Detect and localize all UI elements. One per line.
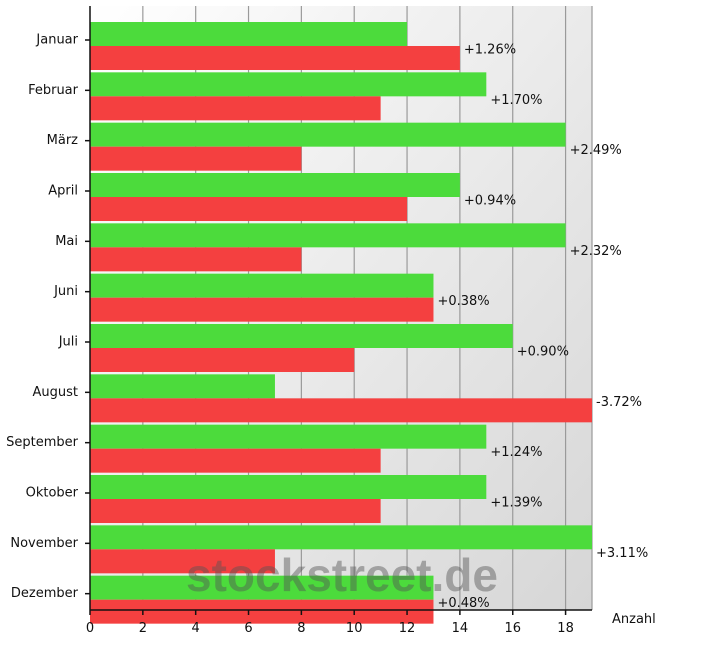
x-axis-label: Anzahl <box>612 612 656 627</box>
x-tick-label: 18 <box>557 621 574 636</box>
annotation-label: +1.26% <box>464 43 516 58</box>
category-label: März <box>47 133 79 148</box>
category-label: November <box>10 536 78 551</box>
bar-oktober-2 <box>90 499 381 523</box>
bar-januar-2 <box>90 46 460 70</box>
x-tick-label: 14 <box>452 621 469 636</box>
annotation-label: +1.39% <box>490 496 542 511</box>
axes: Januar Februar März April Mai Juni Juli August S… <box>6 6 656 636</box>
x-tick-label: 16 <box>504 621 521 636</box>
bar-dezember-1 <box>90 575 434 600</box>
bar-april-1 <box>90 173 460 197</box>
bars <box>90 22 592 624</box>
category-label: Juli <box>58 335 78 350</box>
x-tick-label: 6 <box>244 621 252 636</box>
bar-juli-2 <box>90 348 355 372</box>
bar-november-1 <box>90 525 592 550</box>
x-tick-label: 0 <box>86 621 94 636</box>
x-tick-label: 2 <box>139 621 147 636</box>
category-label: Januar <box>35 33 78 48</box>
annotation-label: +0.94% <box>464 194 516 209</box>
bar-september-2 <box>90 448 381 473</box>
category-label: Mai <box>55 234 78 249</box>
x-tick-label: 10 <box>346 621 363 636</box>
bar-august-2 <box>90 398 592 423</box>
bar-juni-2 <box>90 297 434 322</box>
annotations: +1.26% +1.70% +2.49% +0.94% +2.32% +0.38% +0.9… <box>437 43 648 612</box>
bar-dezember-2 <box>90 599 434 624</box>
annotation-label: +3.11% <box>596 546 648 561</box>
x-tick-label: 4 <box>192 621 200 636</box>
bar-februar-1 <box>90 72 487 97</box>
category-label: Dezember <box>11 586 79 601</box>
bar-märz-2 <box>90 146 302 171</box>
watermark: stockstreet.de <box>186 549 498 601</box>
category-label: April <box>48 184 78 199</box>
bar-november-2 <box>90 549 275 574</box>
category-label: Juni <box>53 284 78 299</box>
category-label: August <box>33 385 79 400</box>
bar-august-1 <box>90 374 275 399</box>
bar-juni-1 <box>90 273 434 298</box>
annotation-label: -3.72% <box>596 395 642 410</box>
bar-oktober-1 <box>90 475 487 499</box>
bar-april-2 <box>90 197 408 221</box>
category-label: Februar <box>28 83 79 98</box>
bar-februar-2 <box>90 96 381 121</box>
bar-januar-1 <box>90 22 408 46</box>
bar-mai-2 <box>90 247 302 272</box>
annotation-label: +1.24% <box>490 445 542 460</box>
x-tick-label: 12 <box>399 621 416 636</box>
bar-mai-1 <box>90 223 566 248</box>
bar-märz-1 <box>90 122 566 147</box>
annotation-label: +2.32% <box>570 244 622 259</box>
category-label: Oktober <box>26 486 79 501</box>
bar-september-1 <box>90 424 487 449</box>
annotation-label: +0.90% <box>517 345 569 360</box>
bar-juli-1 <box>90 324 513 348</box>
annotation-label: +0.38% <box>437 294 489 309</box>
annotation-label: +0.48% <box>437 596 489 611</box>
x-tick-label: 8 <box>297 621 305 636</box>
annotation-label: +2.49% <box>570 143 622 158</box>
category-label: September <box>6 435 79 450</box>
annotation-label: +1.70% <box>490 93 542 108</box>
